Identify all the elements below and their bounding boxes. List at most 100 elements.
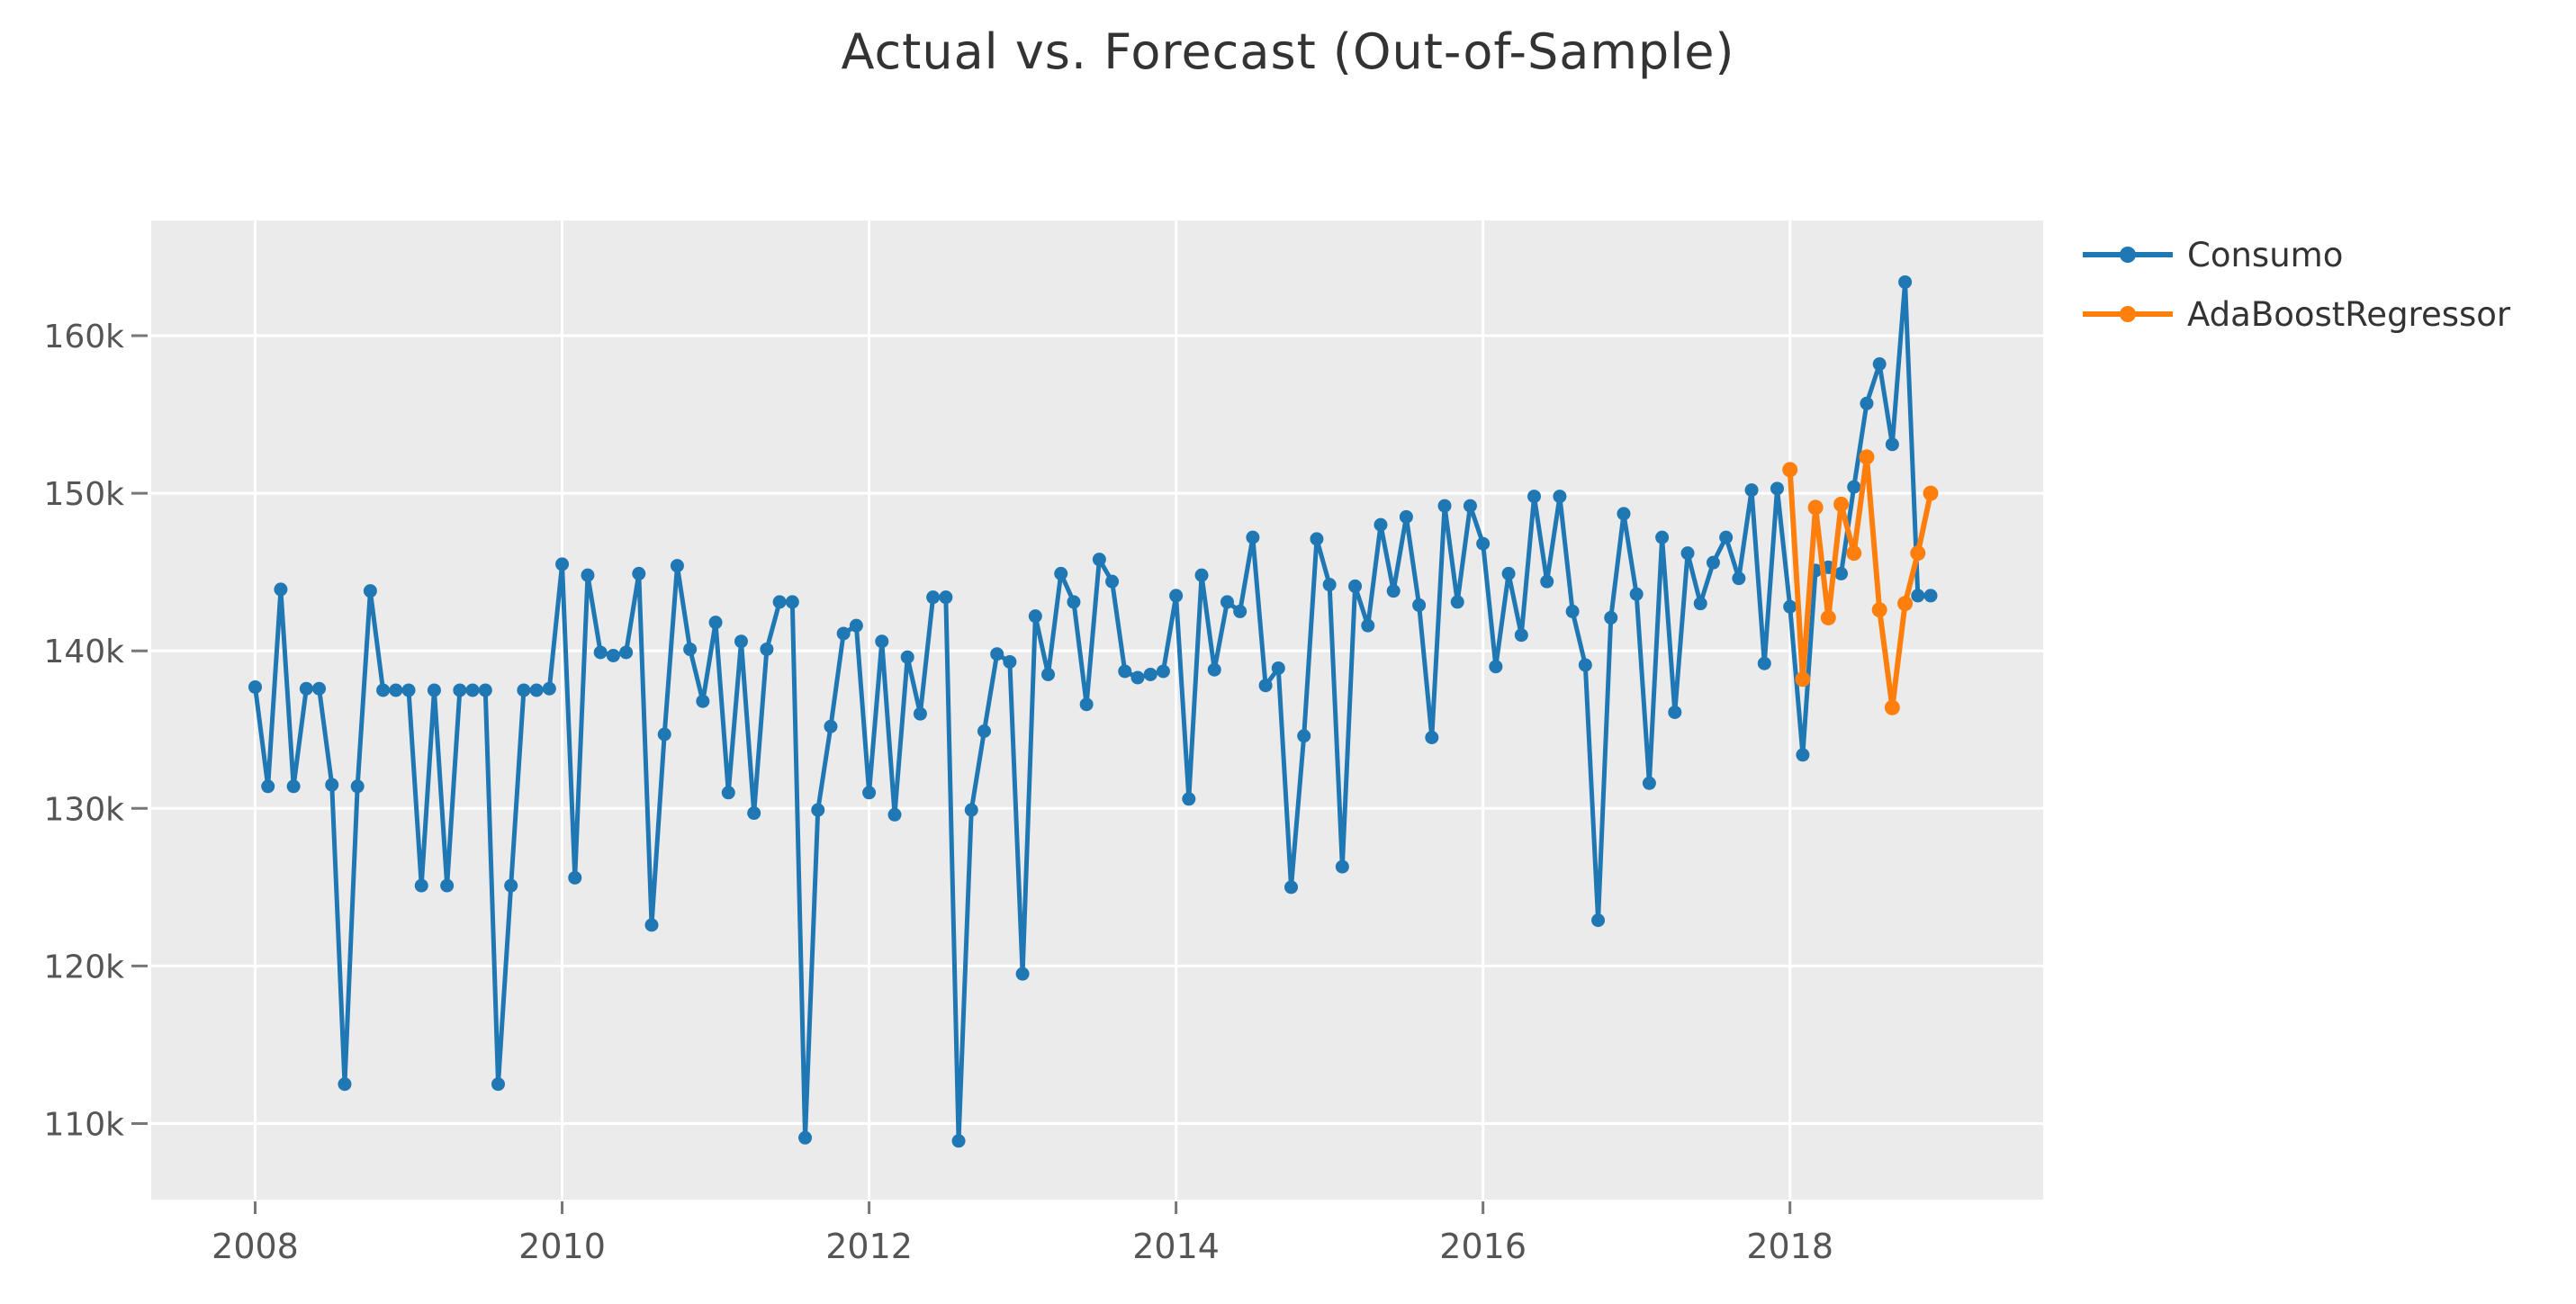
consumo-data-point[interactable]	[1668, 705, 1682, 719]
consumo-data-point[interactable]	[798, 1130, 813, 1145]
consumo-data-point[interactable]	[772, 595, 787, 609]
consumo-data-point[interactable]	[1860, 396, 1874, 410]
consumo-data-point[interactable]	[1271, 661, 1285, 675]
consumo-data-point[interactable]	[1322, 578, 1337, 592]
consumo-data-point[interactable]	[1348, 579, 1363, 593]
consumo-data-point[interactable]	[504, 878, 518, 893]
consumo-data-point[interactable]	[1258, 679, 1273, 693]
consumo-data-point[interactable]	[1412, 598, 1427, 612]
consumo-data-point[interactable]	[632, 566, 646, 580]
adaboostregressor-data-point[interactable]	[1820, 609, 1836, 625]
consumo-data-point[interactable]	[593, 645, 608, 660]
consumo-data-point[interactable]	[1501, 566, 1516, 580]
consumo-data-point[interactable]	[747, 806, 761, 821]
adaboostregressor-series-line[interactable]	[1787, 454, 1933, 711]
consumo-data-point[interactable]	[299, 681, 313, 696]
consumo-data-point[interactable]	[1923, 589, 1938, 603]
consumo-data-point[interactable]	[1476, 536, 1491, 551]
legend-item-consumo[interactable]: Consumo	[2081, 225, 2510, 284]
consumo-data-point[interactable]	[1399, 509, 1413, 524]
consumo-data-point[interactable]	[1028, 609, 1042, 624]
consumo-data-point[interactable]	[1361, 618, 1375, 633]
consumo-data-point[interactable]	[1118, 664, 1132, 679]
consumo-data-point[interactable]	[696, 694, 710, 708]
consumo-data-point[interactable]	[491, 1077, 505, 1092]
consumo-data-point[interactable]	[1744, 483, 1759, 498]
adaboostregressor-data-point[interactable]	[1897, 596, 1914, 612]
consumo-data-point[interactable]	[824, 719, 838, 733]
consumo-data-point[interactable]	[1872, 357, 1887, 372]
consumo-data-point[interactable]	[1847, 480, 1861, 494]
consumo-data-point[interactable]	[1130, 670, 1145, 685]
consumo-data-point[interactable]	[1770, 481, 1784, 496]
consumo-data-point[interactable]	[1578, 658, 1592, 672]
consumo-data-point[interactable]	[1885, 437, 1899, 452]
consumo-data-point[interactable]	[1706, 555, 1720, 570]
adaboostregressor-data-point[interactable]	[1807, 499, 1824, 516]
consumo-data-point[interactable]	[529, 683, 544, 697]
consumo-data-point[interactable]	[1783, 599, 1797, 614]
legend-item-adaboostregressor[interactable]: AdaBoostRegressor	[2081, 284, 2510, 344]
consumo-data-point[interactable]	[1796, 748, 1810, 762]
consumo-data-point[interactable]	[964, 803, 978, 817]
consumo-data-point[interactable]	[849, 618, 863, 633]
consumo-data-point[interactable]	[1911, 589, 1925, 603]
consumo-data-point[interactable]	[1604, 610, 1618, 625]
consumo-data-point[interactable]	[1757, 656, 1771, 670]
consumo-data-point[interactable]	[1693, 597, 1707, 611]
adaboostregressor-data-point[interactable]	[1859, 449, 1875, 465]
consumo-data-point[interactable]	[274, 582, 288, 597]
consumo-data-point[interactable]	[913, 706, 927, 721]
consumo-data-point[interactable]	[1003, 654, 1017, 669]
adaboostregressor-data-point[interactable]	[1923, 485, 1939, 501]
consumo-data-point[interactable]	[1156, 664, 1170, 679]
consumo-data-point[interactable]	[568, 870, 582, 885]
consumo-data-point[interactable]	[1374, 517, 1388, 532]
consumo-data-point[interactable]	[1194, 568, 1209, 582]
adaboostregressor-data-point[interactable]	[1910, 545, 1926, 562]
consumo-data-point[interactable]	[1233, 604, 1247, 618]
consumo-data-point[interactable]	[312, 681, 327, 696]
consumo-data-point[interactable]	[887, 807, 902, 822]
consumo-data-point[interactable]	[1450, 595, 1464, 609]
consumo-data-point[interactable]	[414, 878, 428, 893]
consumo-data-point[interactable]	[1617, 507, 1631, 521]
consumo-data-point[interactable]	[657, 727, 671, 742]
consumo-data-point[interactable]	[1297, 729, 1311, 743]
consumo-data-point[interactable]	[542, 681, 556, 696]
consumo-data-point[interactable]	[926, 590, 941, 605]
consumo-data-point[interactable]	[1655, 530, 1670, 544]
consumo-data-point[interactable]	[465, 683, 480, 697]
consumo-data-point[interactable]	[1079, 697, 1094, 712]
consumo-data-point[interactable]	[363, 584, 377, 598]
consumo-data-point[interactable]	[338, 1077, 352, 1092]
consumo-data-point[interactable]	[619, 645, 634, 660]
consumo-data-point[interactable]	[1898, 274, 1913, 289]
consumo-data-point[interactable]	[1489, 660, 1503, 674]
consumo-data-point[interactable]	[1834, 566, 1849, 580]
consumo-data-point[interactable]	[478, 683, 492, 697]
adaboostregressor-data-point[interactable]	[1782, 462, 1798, 478]
adaboostregressor-data-point[interactable]	[1871, 602, 1887, 618]
consumo-data-point[interactable]	[1642, 776, 1656, 790]
consumo-data-point[interactable]	[1527, 490, 1541, 504]
consumo-data-point[interactable]	[760, 642, 774, 656]
consumo-data-point[interactable]	[376, 683, 391, 697]
consumo-data-point[interactable]	[325, 778, 339, 792]
consumo-data-point[interactable]	[836, 626, 851, 641]
consumo-data-point[interactable]	[1207, 662, 1221, 677]
consumo-data-point[interactable]	[453, 683, 467, 697]
consumo-data-point[interactable]	[644, 918, 659, 932]
consumo-data-point[interactable]	[1732, 571, 1746, 586]
consumo-data-point[interactable]	[261, 779, 275, 794]
consumo-data-point[interactable]	[555, 557, 570, 571]
adaboostregressor-data-point[interactable]	[1795, 671, 1811, 688]
consumo-data-point[interactable]	[900, 650, 914, 664]
consumo-data-point[interactable]	[1425, 731, 1439, 745]
consumo-data-point[interactable]	[1246, 530, 1260, 544]
consumo-data-point[interactable]	[951, 1134, 966, 1148]
consumo-data-point[interactable]	[1310, 532, 1324, 546]
consumo-data-point[interactable]	[1105, 574, 1120, 589]
consumo-data-point[interactable]	[1092, 553, 1106, 567]
